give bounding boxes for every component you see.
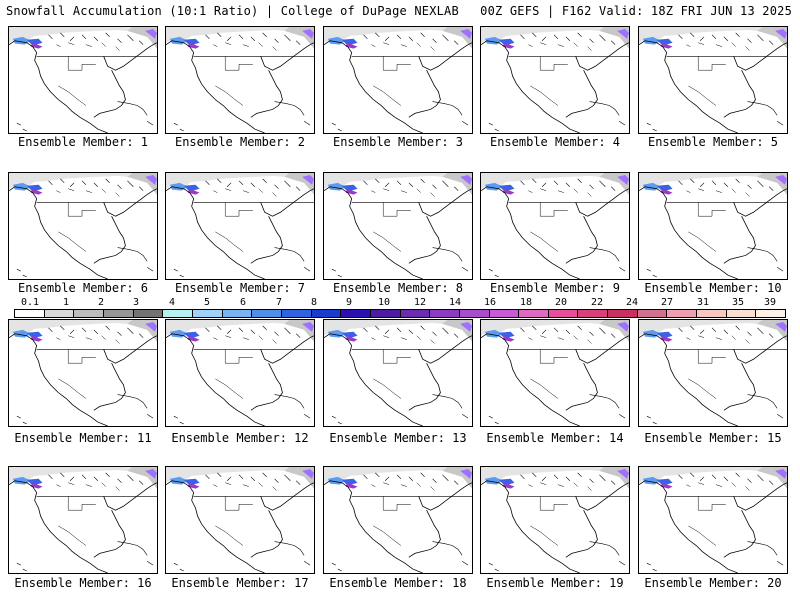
scale-swatch — [578, 310, 609, 317]
member-map-panel — [165, 26, 315, 134]
scale-swatch — [459, 310, 490, 317]
scale-tick-label: 3 — [132, 297, 140, 308]
member-map-panel — [480, 172, 630, 280]
scale-tick-label: 0.1 — [20, 297, 40, 308]
member-map-panel — [165, 466, 315, 574]
scale-swatch — [608, 310, 638, 317]
scale-swatch — [163, 310, 193, 317]
member-caption: Ensemble Member: 4 — [489, 135, 621, 149]
scale-tick-label: 22 — [590, 297, 604, 308]
member-caption: Ensemble Member: 1 — [17, 135, 149, 149]
member-map-panel — [638, 26, 788, 134]
scale-swatch — [252, 310, 282, 317]
scale-swatch — [281, 310, 312, 317]
scale-tick-label: 10 — [377, 297, 391, 308]
scale-swatch — [44, 310, 75, 317]
scale-swatch — [637, 310, 668, 317]
scale-tick-label: 31 — [696, 297, 710, 308]
member-caption: Ensemble Member: 18 — [329, 576, 467, 590]
member-caption: Ensemble Member: 10 — [644, 281, 782, 295]
scale-tick-label: 27 — [660, 297, 674, 308]
scale-swatch — [726, 310, 757, 317]
member-map-panel — [8, 172, 158, 280]
scale-swatch — [370, 310, 401, 317]
scale-tick-label: 9 — [345, 297, 353, 308]
member-caption: Ensemble Member: 19 — [486, 576, 624, 590]
scale-swatch — [15, 310, 45, 317]
member-caption: Ensemble Member: 16 — [14, 576, 152, 590]
member-caption: Ensemble Member: 7 — [174, 281, 306, 295]
scale-swatch — [222, 310, 253, 317]
member-map-panel — [8, 26, 158, 134]
scale-tick-label: 14 — [448, 297, 462, 308]
member-map-panel — [638, 172, 788, 280]
member-caption: Ensemble Member: 6 — [17, 281, 149, 295]
member-caption: Ensemble Member: 13 — [329, 431, 467, 445]
run-info: 00Z GEFS | F162 Valid: 18Z FRI JUN 13 20… — [480, 4, 792, 18]
member-map-panel — [480, 26, 630, 134]
member-caption: Ensemble Member: 20 — [644, 576, 782, 590]
scale-tick-label: 18 — [519, 297, 533, 308]
member-caption: Ensemble Member: 14 — [486, 431, 624, 445]
scale-tick-label: 5 — [203, 297, 211, 308]
color-scale-bar — [14, 309, 786, 318]
scale-swatch — [133, 310, 164, 317]
scale-tick-label: 1 — [62, 297, 70, 308]
scale-tick-label: 2 — [97, 297, 105, 308]
scale-tick-label: 12 — [413, 297, 427, 308]
scale-swatch — [341, 310, 371, 317]
member-map-panel — [638, 319, 788, 427]
scale-swatch — [103, 310, 134, 317]
scale-tick-label: 7 — [275, 297, 283, 308]
member-caption: Ensemble Member: 15 — [644, 431, 782, 445]
member-map-panel — [480, 466, 630, 574]
member-map-panel — [638, 466, 788, 574]
member-map-panel — [8, 319, 158, 427]
member-map-panel — [323, 319, 473, 427]
scale-swatch — [311, 310, 342, 317]
scale-swatch — [192, 310, 223, 317]
scale-swatch — [430, 310, 460, 317]
member-caption: Ensemble Member: 12 — [171, 431, 309, 445]
scale-tick-label: 35 — [731, 297, 745, 308]
scale-swatch — [74, 310, 104, 317]
scale-swatch — [400, 310, 431, 317]
scale-swatch — [667, 310, 698, 317]
member-caption: Ensemble Member: 3 — [332, 135, 464, 149]
member-map-panel — [323, 26, 473, 134]
scale-swatch — [548, 310, 579, 317]
scale-swatch — [697, 310, 727, 317]
scale-tick-label: 20 — [554, 297, 568, 308]
scale-tick-label: 8 — [310, 297, 318, 308]
member-map-panel — [323, 466, 473, 574]
member-map-panel — [323, 172, 473, 280]
member-map-panel — [165, 172, 315, 280]
member-caption: Ensemble Member: 2 — [174, 135, 306, 149]
member-map-panel — [165, 319, 315, 427]
member-caption: Ensemble Member: 5 — [647, 135, 779, 149]
member-map-panel — [480, 319, 630, 427]
member-map-panel — [8, 466, 158, 574]
member-caption: Ensemble Member: 8 — [332, 281, 464, 295]
scale-tick-label: 6 — [239, 297, 247, 308]
scale-tick-label: 39 — [763, 297, 777, 308]
scale-swatch — [489, 310, 520, 317]
scale-swatch — [519, 310, 549, 317]
scale-swatch — [756, 310, 786, 317]
scale-tick-label: 24 — [625, 297, 639, 308]
scale-tick-label: 16 — [483, 297, 497, 308]
member-caption: Ensemble Member: 17 — [171, 576, 309, 590]
member-caption: Ensemble Member: 9 — [489, 281, 621, 295]
chart-title: Snowfall Accumulation (10:1 Ratio) | Col… — [6, 4, 459, 18]
scale-tick-label: 4 — [168, 297, 176, 308]
member-caption: Ensemble Member: 11 — [14, 431, 152, 445]
